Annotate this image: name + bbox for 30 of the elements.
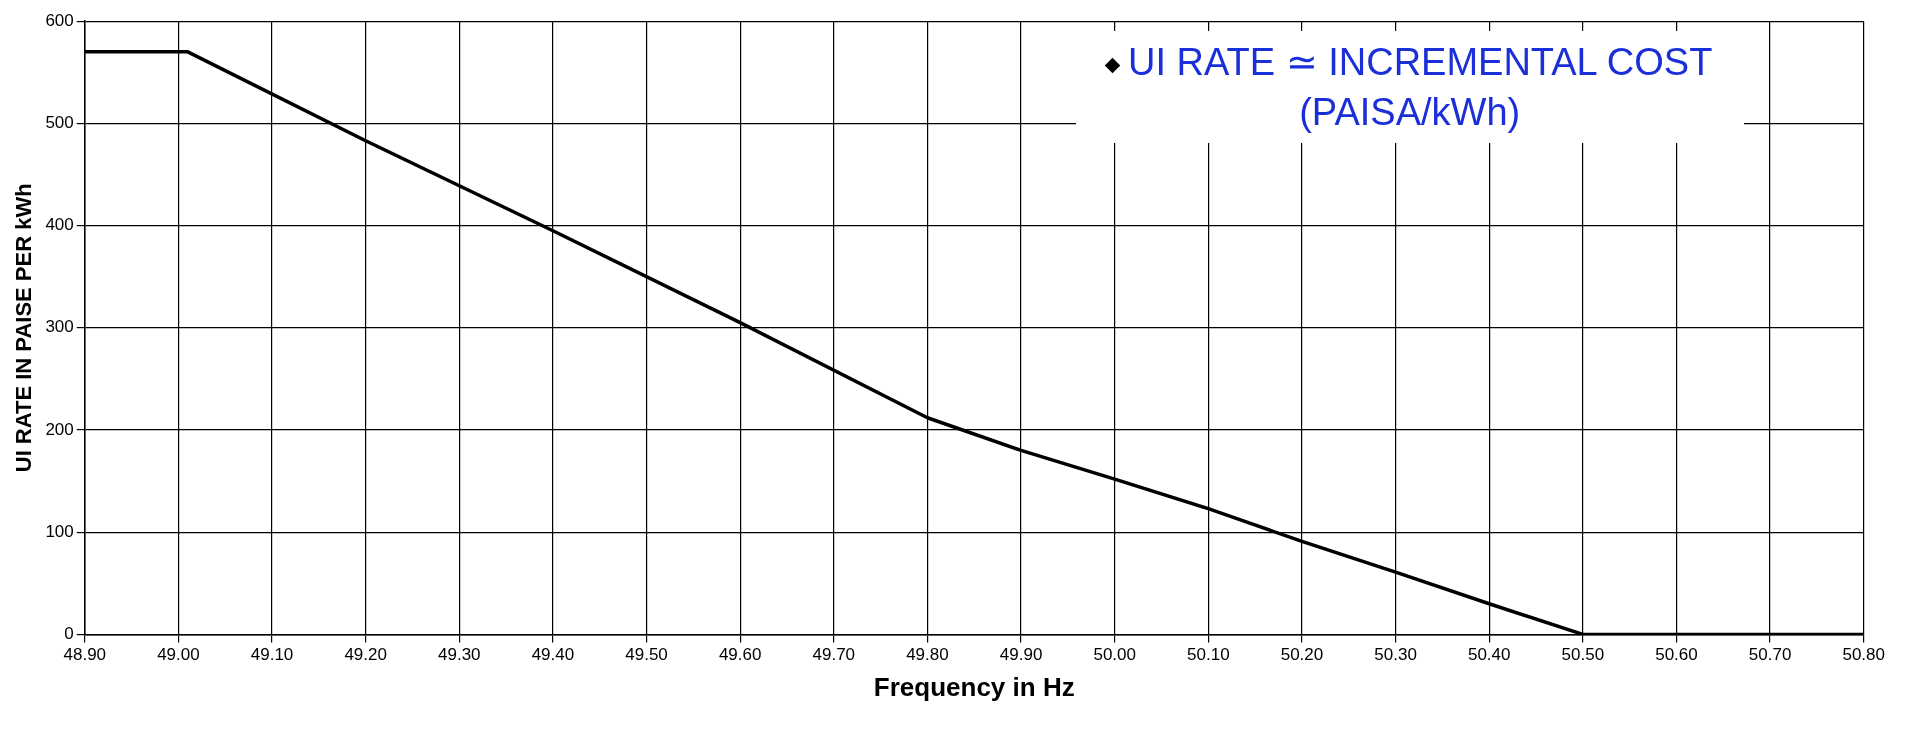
x-tick-label: 50.40 — [1467, 645, 1511, 665]
x-tick-label: 48.90 — [63, 645, 107, 665]
x-tick-label: 49.70 — [812, 645, 856, 665]
x-tick-label: 50.60 — [1655, 645, 1698, 665]
legend-label: UI RATE ≃ INCREMENTAL COST (PAISA/kWh) — [1127, 41, 1713, 134]
y-tick-label: 600 — [45, 10, 74, 30]
y-tick-label: 200 — [45, 419, 74, 439]
y-tick-label: 0 — [64, 624, 74, 644]
x-tick-label: 49.60 — [718, 645, 762, 665]
x-tick-label: 50.30 — [1374, 645, 1417, 665]
x-tick-label: 50.10 — [1187, 645, 1230, 665]
y-tick-label: 300 — [45, 317, 74, 337]
x-tick-label: 50.20 — [1280, 645, 1324, 665]
y-tick-label: 500 — [45, 113, 74, 133]
x-tick-label: 49.40 — [531, 645, 575, 665]
x-tick-label: 50.50 — [1561, 645, 1605, 665]
y-tick-label: 400 — [45, 215, 74, 235]
x-tick-label: 49.90 — [999, 645, 1043, 665]
x-tick-label: 49.00 — [157, 645, 200, 665]
y-tick-label: 100 — [45, 521, 74, 541]
x-tick-label: 49.50 — [625, 645, 668, 665]
x-tick-label: 50.70 — [1748, 645, 1792, 665]
x-tick-label: 49.10 — [250, 645, 294, 665]
x-axis-title: Frequency in Hz — [873, 671, 1075, 702]
x-tick-label: 49.20 — [344, 645, 387, 665]
y-axis-title: UI RATE IN PAISE PER kWh — [11, 183, 37, 473]
x-tick-label: 49.80 — [906, 645, 949, 665]
x-tick-label: 49.30 — [438, 645, 481, 665]
x-tick-label: 50.00 — [1093, 645, 1136, 665]
x-tick-label: 50.80 — [1842, 645, 1885, 665]
